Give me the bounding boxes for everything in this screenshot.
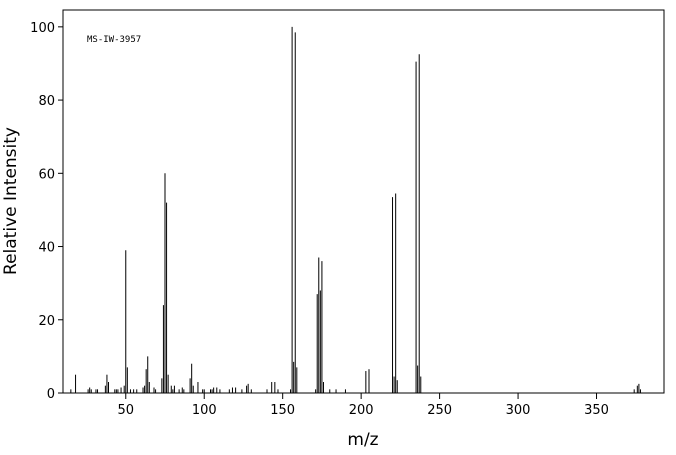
y-tick-label: 20 — [38, 314, 55, 329]
x-tick-label: 300 — [506, 403, 531, 418]
x-tick-label: 150 — [270, 403, 295, 418]
y-axis-label: Relative Intensity — [1, 127, 21, 275]
y-tick-label: 0 — [47, 387, 55, 402]
x-axis-label: m/z — [347, 430, 378, 450]
y-tick-label: 60 — [38, 167, 55, 182]
x-tick-label: 200 — [349, 403, 374, 418]
y-tick-label: 40 — [38, 241, 55, 256]
y-tick-label: 80 — [38, 94, 55, 109]
x-tick-label: 100 — [192, 403, 217, 418]
y-tick-label: 100 — [30, 21, 55, 36]
x-tick-label: 250 — [427, 403, 452, 418]
x-tick-label: 350 — [584, 403, 609, 418]
x-tick-label: 50 — [117, 403, 134, 418]
annotation: MS-IW-3957 — [87, 35, 141, 45]
plot-frame — [62, 9, 665, 394]
